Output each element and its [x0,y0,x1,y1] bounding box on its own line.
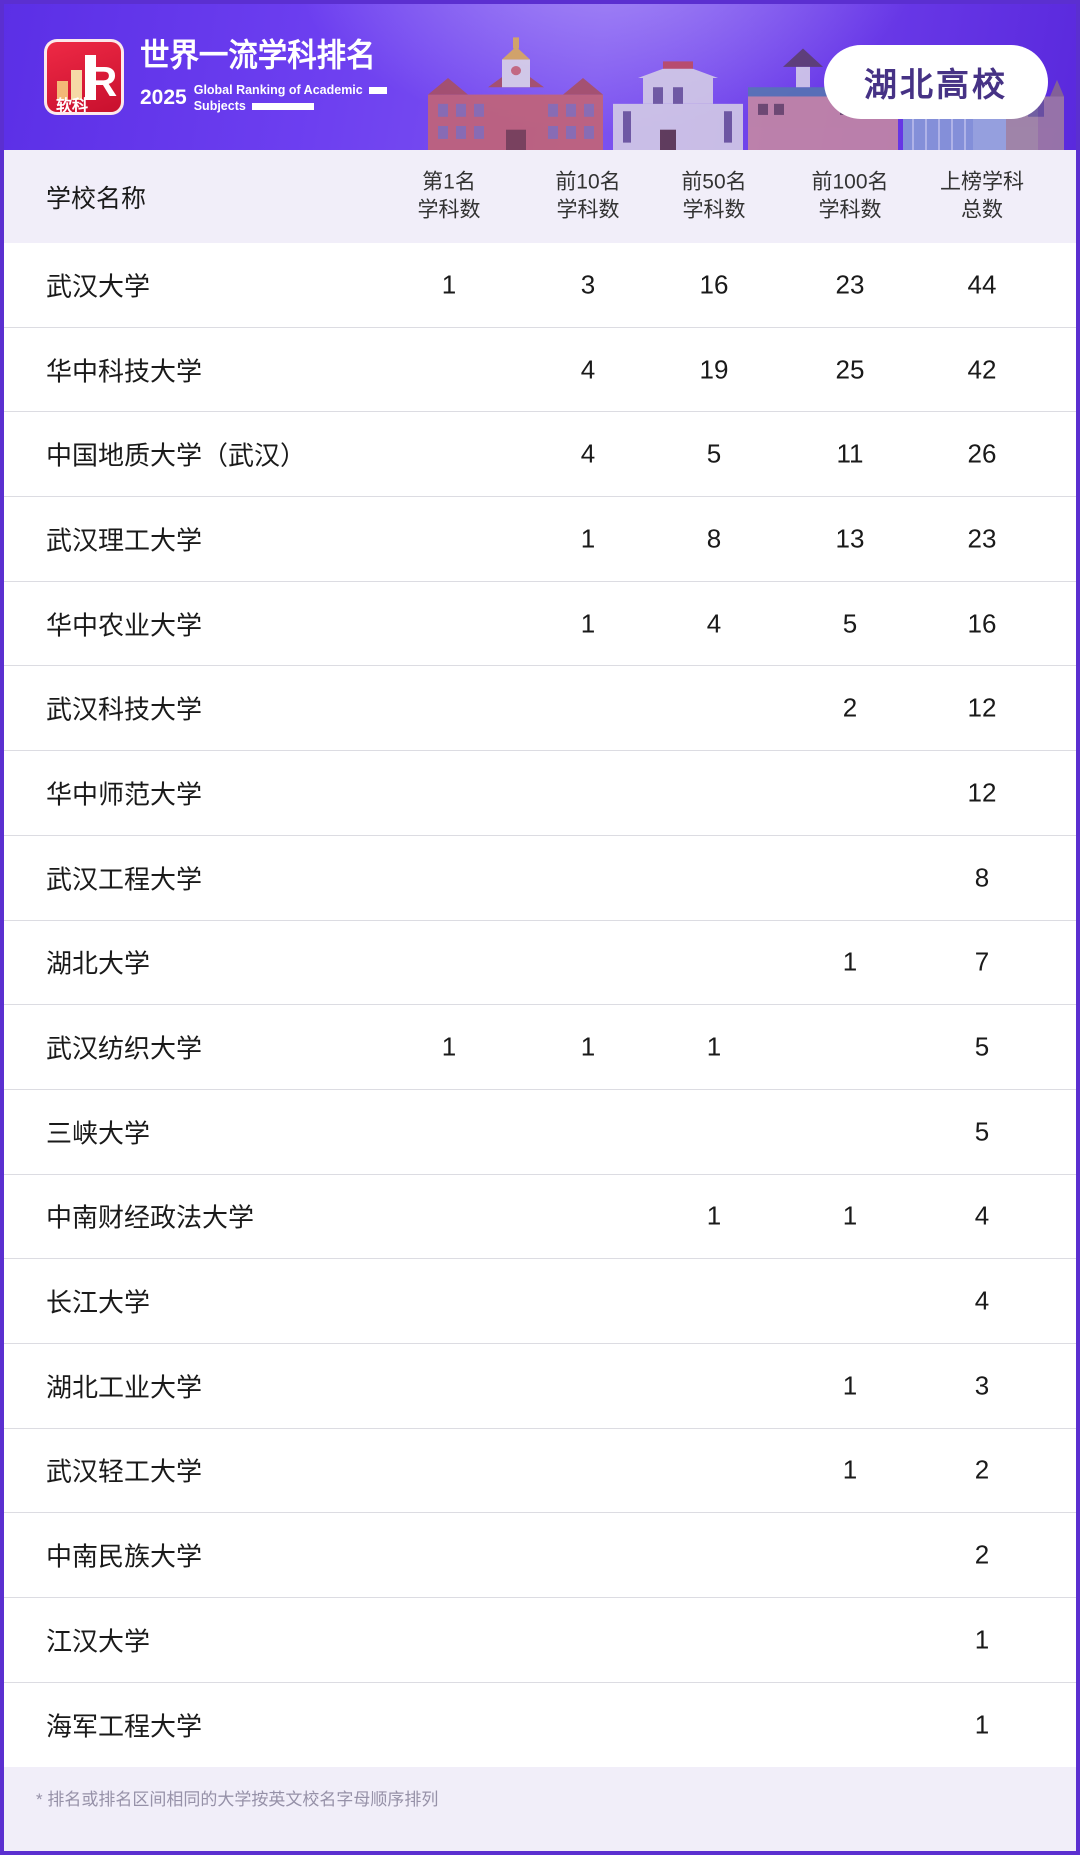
svg-text:R: R [87,58,117,105]
svg-text:软科: 软科 [56,96,88,115]
